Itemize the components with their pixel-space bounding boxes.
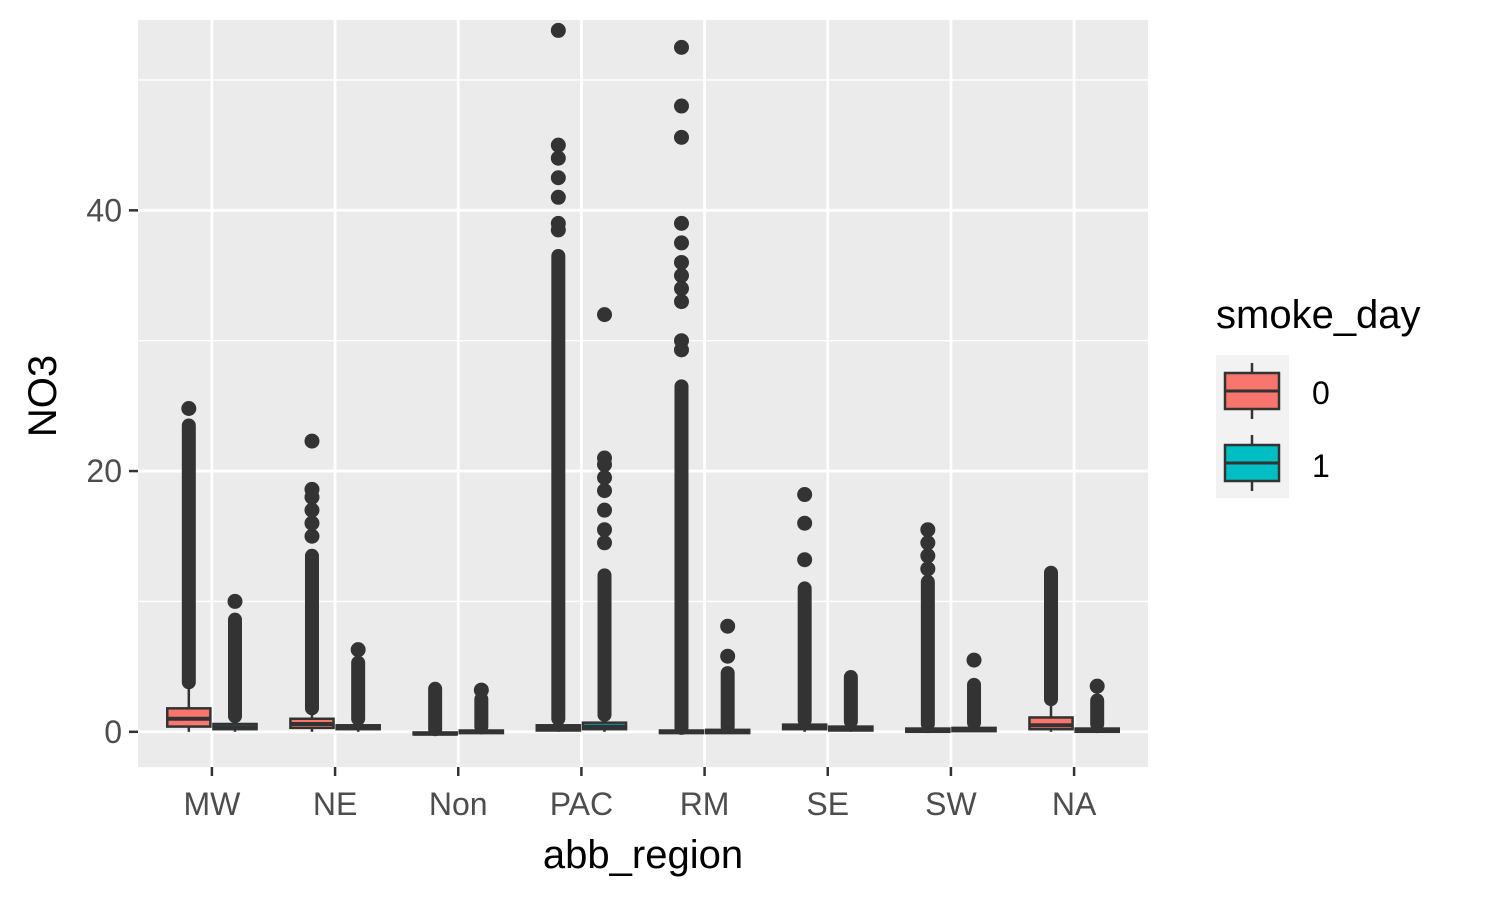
outlier-point xyxy=(597,450,613,466)
outlier-point xyxy=(673,215,689,231)
legend-title: smoke_day xyxy=(1216,293,1421,337)
box-RM-1 xyxy=(704,618,751,735)
box-MW-1 xyxy=(212,593,258,732)
major-gridlines xyxy=(138,20,1148,767)
outlier-point xyxy=(304,481,320,497)
x-axis-title: abb_region xyxy=(543,833,743,877)
box-SW-0 xyxy=(905,522,951,734)
outlier-point xyxy=(550,215,566,231)
outlier-point xyxy=(920,561,936,577)
box-NA-1 xyxy=(1074,678,1120,734)
x-tick-label: SW xyxy=(925,786,977,822)
outlier-point xyxy=(673,39,689,55)
outlier-point xyxy=(673,235,689,251)
y-tick-label: 0 xyxy=(104,714,122,750)
legend-label-0: 0 xyxy=(1312,375,1330,411)
legend-keys xyxy=(1223,363,1281,491)
legend: smoke_day 0 1 xyxy=(1216,293,1421,498)
outlier-point xyxy=(597,483,613,499)
x-tick-label: PAC xyxy=(550,786,613,822)
outlier-point xyxy=(227,593,243,609)
outlier-point xyxy=(597,502,613,518)
outlier-point xyxy=(597,522,613,538)
y-tick-label: 40 xyxy=(86,192,122,228)
x-axis: MW NE Non PAC RM SE SW NA xyxy=(183,767,1097,822)
x-tick-label: Non xyxy=(429,786,488,822)
box-Non-0 xyxy=(412,681,458,737)
box-PAC-1 xyxy=(581,307,628,732)
box-NA-0 xyxy=(1028,565,1074,732)
outlier-point xyxy=(597,307,613,323)
x-tick-label: NE xyxy=(313,786,357,822)
box-SE-1 xyxy=(828,670,874,732)
outlier-point xyxy=(920,535,936,551)
outlier-point xyxy=(966,652,982,668)
outlier-point xyxy=(597,470,613,486)
legend-label-1: 1 xyxy=(1312,448,1330,484)
outlier-point xyxy=(797,552,813,568)
x-tick-label: RM xyxy=(680,786,730,822)
outlier-point xyxy=(597,535,613,551)
outlier-point xyxy=(673,98,689,114)
outlier-point xyxy=(550,22,566,38)
x-tick-label: NA xyxy=(1052,786,1097,822)
x-tick-label: MW xyxy=(183,786,241,822)
box-SE-0 xyxy=(781,487,828,732)
outlier-point xyxy=(1089,678,1105,694)
outlier-point xyxy=(304,528,320,544)
box-RM-0 xyxy=(658,39,705,735)
outlier-point xyxy=(673,254,689,270)
outlier-point xyxy=(673,281,689,297)
x-tick-label: SE xyxy=(806,786,849,822)
outlier-point xyxy=(673,129,689,145)
box-NE-0 xyxy=(289,433,335,732)
outlier-point xyxy=(181,400,197,416)
outlier-point xyxy=(920,548,936,564)
outlier-point xyxy=(720,648,736,664)
outlier-point xyxy=(550,189,566,205)
y-axis: 0 20 40 xyxy=(86,192,138,750)
box-PAC-0 xyxy=(535,22,582,732)
panel-background xyxy=(138,20,1148,767)
box-SW-1 xyxy=(951,652,997,733)
outlier-point xyxy=(304,502,320,518)
outlier-point xyxy=(673,268,689,284)
outlier-point xyxy=(797,487,813,503)
y-tick-label: 20 xyxy=(86,453,122,489)
outlier-point xyxy=(304,433,320,449)
outlier-point xyxy=(797,515,813,531)
outlier-point xyxy=(550,137,566,153)
outlier-point xyxy=(920,522,936,538)
box-Non-1 xyxy=(458,682,505,735)
outlier-point xyxy=(550,170,566,186)
box-NE-1 xyxy=(335,642,381,732)
outlier-point xyxy=(473,682,489,698)
box-layer xyxy=(166,22,1120,737)
outlier-point xyxy=(304,515,320,531)
box-MW-0 xyxy=(166,400,212,732)
outlier-point xyxy=(673,294,689,310)
outlier-point xyxy=(673,333,689,349)
y-axis-title: NO3 xyxy=(21,355,65,437)
outlier-point xyxy=(550,150,566,166)
outlier-point xyxy=(720,618,736,634)
outlier-point xyxy=(350,642,366,658)
